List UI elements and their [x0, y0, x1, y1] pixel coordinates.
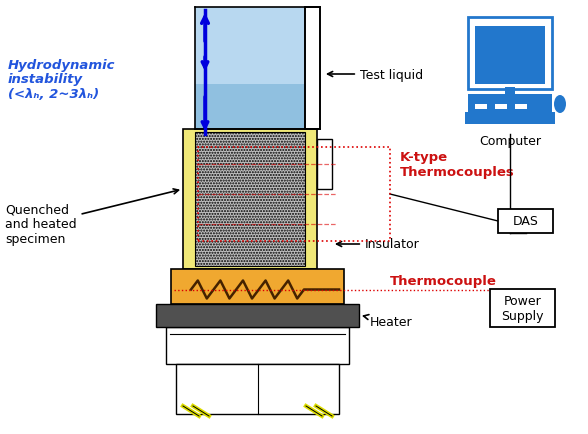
- Text: K-type
Thermocouples: K-type Thermocouples: [400, 151, 514, 178]
- Text: Computer: Computer: [479, 135, 541, 148]
- Bar: [195, 85, 305, 130]
- Bar: [495, 105, 507, 110]
- Text: Hydrodynamic
instability
(<λₕ, 2~3λₕ): Hydrodynamic instability (<λₕ, 2~3λₕ): [8, 58, 115, 101]
- Text: Insulator: Insulator: [337, 238, 420, 251]
- Text: Quenched
and heated
specimen: Quenched and heated specimen: [5, 189, 179, 246]
- Bar: [305, 8, 320, 130]
- Bar: [465, 113, 555, 125]
- Bar: [317, 140, 332, 190]
- Bar: [305, 8, 320, 130]
- Text: Heater: Heater: [363, 315, 413, 329]
- Bar: [171, 270, 344, 304]
- Text: Power
Supply: Power Supply: [501, 294, 544, 322]
- Bar: [498, 210, 553, 233]
- Bar: [156, 304, 359, 327]
- Bar: [166, 327, 349, 364]
- Bar: [176, 364, 339, 414]
- Bar: [475, 27, 545, 85]
- Bar: [198, 148, 390, 241]
- Text: Thermocouple: Thermocouple: [390, 275, 497, 288]
- Text: Test liquid: Test liquid: [328, 68, 423, 81]
- Bar: [505, 88, 515, 100]
- Bar: [195, 133, 305, 266]
- Bar: [475, 105, 487, 110]
- Bar: [515, 105, 527, 110]
- Text: DAS: DAS: [513, 215, 539, 228]
- Bar: [468, 95, 552, 115]
- Bar: [195, 8, 305, 130]
- Bar: [490, 289, 555, 327]
- Bar: [468, 18, 552, 90]
- Ellipse shape: [554, 96, 566, 114]
- Bar: [183, 130, 317, 270]
